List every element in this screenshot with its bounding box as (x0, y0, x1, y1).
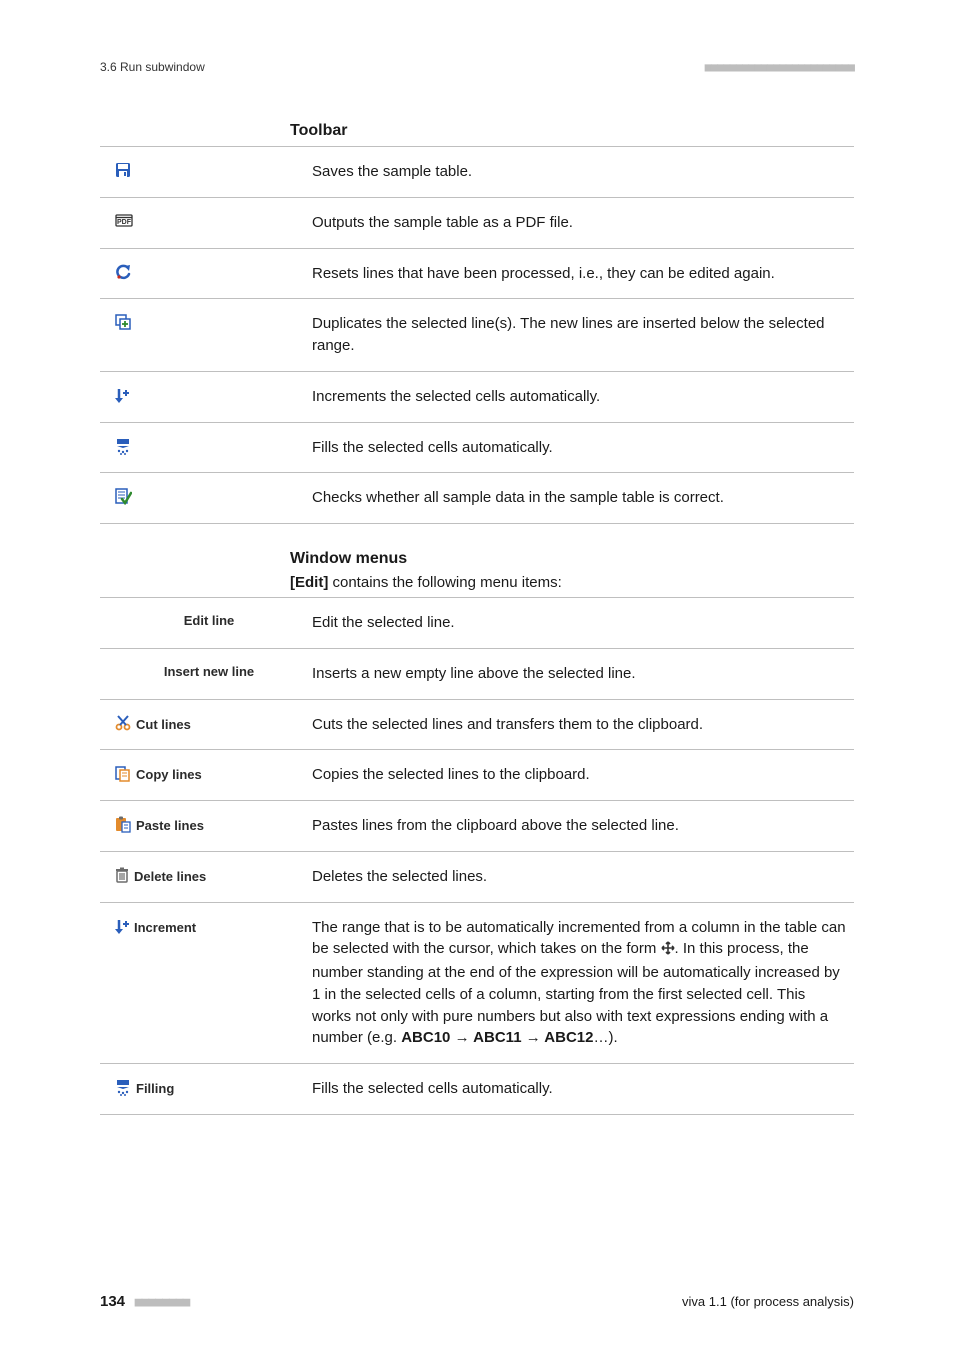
table-row: Checks whether all sample data in the sa… (100, 473, 854, 524)
row-desc: Resets lines that have been processed, i… (312, 248, 854, 299)
row-desc: Inserts a new empty line above the selec… (312, 648, 854, 699)
table-row: Resets lines that have been processed, i… (100, 248, 854, 299)
undo-icon (114, 263, 132, 281)
cursor-icon (661, 940, 675, 962)
row-desc: Fills the selected cells automatically. (312, 422, 854, 473)
table-row: Filling Fills the selected cells automati… (100, 1064, 854, 1115)
table-row: Duplicates the selected line(s). The new… (100, 299, 854, 372)
paste-icon (114, 815, 132, 833)
toolbar-table: Saves the sample table. PDF Outputs the s… (100, 146, 854, 524)
menus-sub: [Edit] contains the following menu items… (290, 574, 854, 591)
fill-icon (114, 437, 132, 455)
header-section: 3.6 Run subwindow (100, 60, 205, 74)
cut-icon (114, 714, 132, 732)
menu-item-label: Edit line (184, 613, 235, 628)
menu-item-label: Filling (136, 1081, 174, 1096)
increment-icon (114, 917, 130, 935)
menu-item-label: Increment (134, 920, 196, 935)
row-desc: Cuts the selected lines and transfers th… (312, 699, 854, 750)
footer-left: 134 ■■■■■■■■ (100, 1293, 189, 1310)
row-desc: Outputs the sample table as a PDF file. (312, 197, 854, 248)
table-row: Fills the selected cells automatically. (100, 422, 854, 473)
menu-item-label: Cut lines (136, 717, 191, 732)
table-row: Cut lines Cuts the selected lines and tra… (100, 699, 854, 750)
save-icon (114, 161, 132, 179)
row-desc: Copies the selected lines to the clipboa… (312, 750, 854, 801)
table-row: Saves the sample table. (100, 147, 854, 198)
menu-item-label: Paste lines (136, 818, 204, 833)
page-number: 134 (100, 1293, 125, 1310)
footer-dashes: ■■■■■■■■ (135, 1295, 190, 1310)
increment-icon (114, 386, 130, 404)
toolbar-heading: Toolbar (290, 122, 854, 140)
footer-product: viva 1.1 (for process analysis) (682, 1294, 854, 1309)
row-desc: Duplicates the selected line(s). The new… (312, 299, 854, 372)
table-row: Edit line Edit the selected line. (100, 598, 854, 649)
table-row: Paste lines Pastes lines from the clipboa… (100, 801, 854, 852)
menus-sub-rest: contains the following menu items: (328, 574, 561, 591)
menus-sub-bold: [Edit] (290, 574, 328, 591)
menu-item-label: Copy lines (136, 767, 202, 782)
row-desc: Saves the sample table. (312, 147, 854, 198)
table-row: Increments the selected cells automatica… (100, 371, 854, 422)
menus-heading: Window menus (290, 550, 854, 568)
fill-icon (114, 1078, 132, 1096)
row-desc: Deletes the selected lines. (312, 851, 854, 902)
check-icon (114, 487, 132, 505)
row-desc: Edit the selected line. (312, 598, 854, 649)
row-desc: Pastes lines from the clipboard above th… (312, 801, 854, 852)
menus-table: Edit lineEdit the selected line.Insert n… (100, 597, 854, 1115)
svg-text:PDF: PDF (117, 219, 132, 226)
row-desc: The range that is to be automatically in… (312, 902, 854, 1064)
row-desc: Fills the selected cells automatically. (312, 1064, 854, 1115)
header-dashes: ■■■■■■■■■■■■■■■■■■■■■■■■ (705, 60, 854, 74)
table-row: Copy lines Copies the selected lines to t… (100, 750, 854, 801)
delete-icon (114, 866, 130, 884)
menu-item-label: Delete lines (134, 869, 206, 884)
menu-item-label: Insert new line (164, 664, 254, 679)
table-row: Increment The range that is to be automat… (100, 902, 854, 1064)
table-row: Insert new line Inserts a new empty line … (100, 648, 854, 699)
table-row: Delete lines Deletes the selected lines. (100, 851, 854, 902)
row-desc: Increments the selected cells automatica… (312, 371, 854, 422)
row-desc: Checks whether all sample data in the sa… (312, 473, 854, 524)
table-row: PDF Outputs the sample table as a PDF fil… (100, 197, 854, 248)
pdf-icon: PDF (114, 212, 134, 230)
copy-icon (114, 764, 132, 782)
duplicate-icon (114, 313, 132, 331)
